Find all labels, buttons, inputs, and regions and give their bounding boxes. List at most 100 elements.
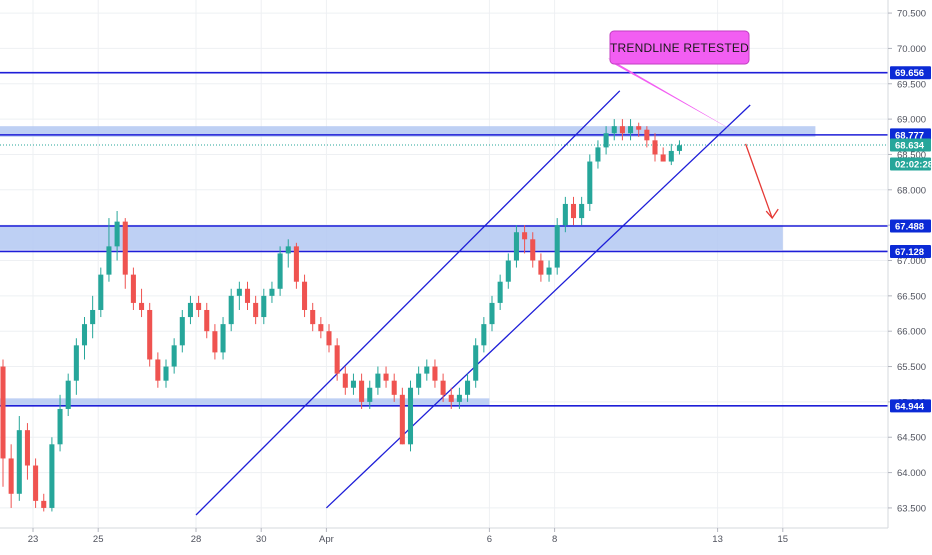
candle-body-58: [473, 345, 479, 381]
zone-2: [0, 398, 490, 406]
x-tick-label-2: 28: [191, 534, 202, 545]
candle-body-45: [367, 387, 373, 402]
candle-body-1: [8, 458, 14, 494]
annotations[interactable]: TRENDLINE RETESTED: [608, 30, 779, 220]
zones: [0, 126, 816, 406]
candle-body-54: [440, 380, 446, 395]
countdown-timer-tag-text: 02:02:28: [895, 159, 932, 170]
candle-body-7: [57, 408, 63, 445]
candle-body-23: [187, 302, 193, 318]
candle-body-75: [611, 126, 617, 134]
candle-body-64: [522, 232, 528, 240]
level-price-tag-4-text: 64.944: [895, 401, 925, 412]
candle-body-22: [179, 317, 185, 346]
candle-body-63: [513, 232, 519, 261]
time-axis[interactable]: 23252830Apr681315202227: [0, 527, 932, 545]
x-tick-label-3: 30: [256, 534, 267, 545]
candle-body-15: [122, 221, 128, 275]
y-tick-label-3: 69.000: [897, 115, 926, 126]
candle-body-70: [570, 203, 577, 219]
x-tick-label-6: 8: [552, 534, 557, 545]
candle-body-59: [481, 324, 487, 346]
level-price-tag-3-bg: [890, 244, 931, 258]
candle-body-11: [90, 309, 96, 325]
level-price-tag-0-bg: [890, 66, 931, 80]
level-price-tag-3-text: 67.128: [895, 247, 924, 258]
callout-pointer: [608, 58, 738, 134]
candle-body-19: [155, 359, 161, 381]
candle-body-2: [16, 430, 22, 494]
candle-body-33: [269, 288, 275, 296]
channel-line-0[interactable]: [195, 90, 621, 516]
arrow-head: [765, 208, 779, 220]
price-axis[interactable]: 70.50070.00069.50069.00068.50068.00067.5…: [887, 0, 932, 550]
candle-body-36: [293, 246, 299, 282]
candle-body-82: [668, 150, 674, 162]
countdown-timer-tag-bg: [890, 157, 931, 171]
level-price-tag-2-bg: [890, 219, 931, 233]
x-tick-label-7: 13: [712, 534, 723, 545]
candle-body-80: [652, 140, 658, 155]
candle-body-68: [554, 225, 560, 268]
candle-body-4: [33, 465, 39, 501]
candle-body-12: [98, 274, 104, 310]
candle-body-47: [383, 373, 389, 381]
trendline-retested-callout[interactable]: TRENDLINE RETESTED: [608, 30, 750, 134]
candle-body-71: [579, 203, 585, 219]
candle-body-74: [603, 133, 609, 148]
candle-body-6: [49, 444, 55, 508]
candle-body-57: [465, 380, 471, 395]
level-price-tag-2-text: 67.488: [895, 222, 924, 233]
current-price-tag-bg: [890, 138, 931, 152]
y-tick-label-0: 70.500: [897, 9, 926, 20]
candle-body-55: [448, 394, 454, 402]
level-price-tag-0-text: 69.656: [895, 68, 924, 79]
candle-body-13: [106, 246, 112, 275]
candle-body-46: [375, 373, 381, 388]
zone-0: [0, 126, 816, 137]
y-tick-label-2: 69.500: [897, 79, 926, 90]
x-tick-label-5: 6: [487, 534, 492, 545]
candle-body-5: [41, 500, 47, 508]
x-tick-label-8: 15: [778, 534, 789, 545]
projection-arrow[interactable]: [744, 143, 779, 220]
candle-body-83: [676, 145, 682, 151]
channel-line-1[interactable]: [325, 104, 751, 509]
callout-text: TRENDLINE RETESTED: [610, 41, 749, 55]
y-tick-label-7: 67.000: [897, 256, 926, 267]
candle-body-52: [424, 366, 430, 374]
candle-body-77: [628, 126, 634, 134]
candle-body-76: [619, 126, 625, 134]
candles: [0, 119, 682, 512]
candle-body-61: [497, 281, 503, 303]
candle-body-35: [285, 246, 291, 254]
horizontal-levels[interactable]: [0, 71, 888, 407]
y-tick-label-9: 66.000: [897, 327, 926, 338]
level-price-tag-1-text: 68.777: [895, 130, 924, 141]
candle-body-56: [456, 394, 462, 402]
candle-body-73: [595, 147, 601, 162]
candle-body-8: [65, 380, 71, 409]
arrow-line: [744, 143, 773, 219]
x-tick-label-1: 25: [93, 534, 104, 545]
plot-background: [0, 0, 888, 528]
candle-body-26: [212, 331, 218, 353]
candle-body-48: [391, 380, 397, 395]
candle-body-0: [0, 366, 6, 459]
candle-body-50: [407, 387, 414, 445]
y-tick-label-5: 68.000: [897, 185, 926, 196]
candle-body-29: [236, 288, 242, 296]
candle-body-41: [334, 345, 340, 374]
candle-body-40: [326, 331, 332, 346]
zone-1: [0, 225, 783, 250]
candle-body-34: [277, 253, 283, 289]
y-tick-label-14: 63.500: [897, 503, 926, 514]
candle-body-24: [196, 302, 202, 310]
candle-body-72: [587, 161, 593, 204]
channel-lines[interactable]: [195, 90, 751, 516]
candle-body-14: [114, 221, 120, 247]
candle-body-60: [489, 302, 495, 325]
candle-body-31: [253, 302, 259, 318]
